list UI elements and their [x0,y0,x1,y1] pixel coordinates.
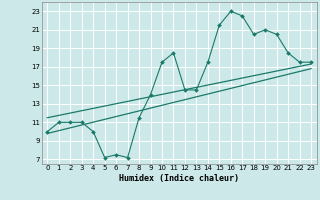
X-axis label: Humidex (Indice chaleur): Humidex (Indice chaleur) [119,174,239,183]
